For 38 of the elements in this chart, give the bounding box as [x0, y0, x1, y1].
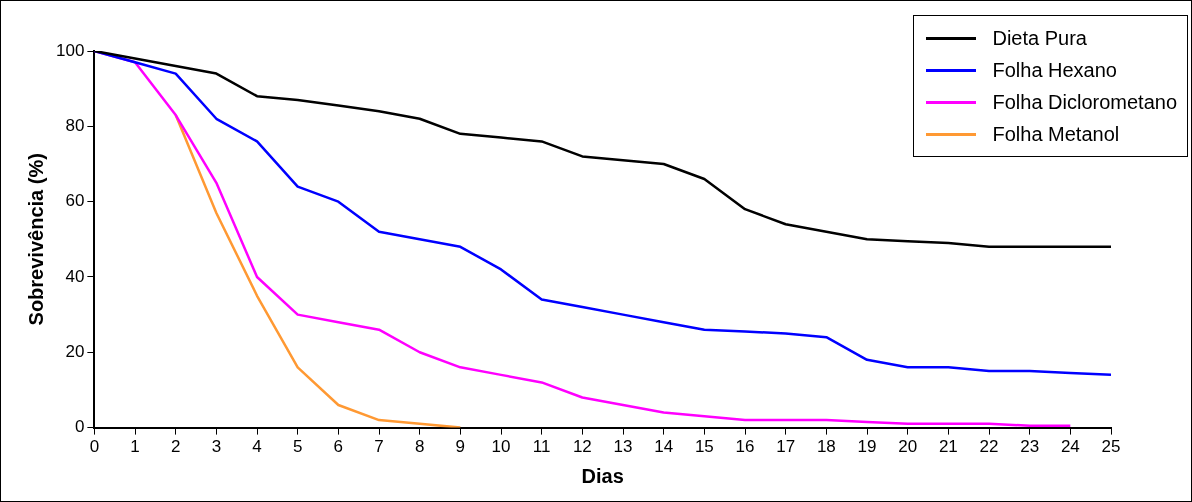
x-tick-label: 21 [938, 437, 958, 457]
x-tick-label: 15 [694, 437, 714, 457]
y-tick-label: 100 [55, 40, 85, 60]
x-tick-label: 23 [1020, 437, 1040, 457]
x-tick-label: 18 [816, 437, 836, 457]
x-tick-label: 20 [898, 437, 918, 457]
x-tick-label: 2 [170, 437, 181, 457]
x-tick-label: 9 [455, 437, 466, 457]
x-tick-label: 6 [333, 437, 344, 457]
x-axis-title: Dias [581, 464, 624, 487]
y-tick-label: 60 [65, 191, 85, 211]
legend-label: Folha Metanol [992, 122, 1120, 146]
x-tick-label: 24 [1060, 437, 1080, 457]
x-tick-label: 0 [89, 437, 100, 457]
x-tick-label: 14 [654, 437, 674, 457]
y-tick-label: 20 [65, 341, 85, 361]
legend-label: Folha Diclorometano [992, 90, 1177, 114]
x-tick-label: 1 [130, 437, 140, 457]
y-tick-label: 0 [74, 417, 85, 437]
y-tick-label: 40 [65, 266, 85, 286]
legend-label: Dieta Pura [992, 26, 1087, 50]
x-tick-label: 17 [776, 437, 796, 457]
y-axis-title: Sobrevivência (%) [24, 153, 47, 326]
x-tick-label: 13 [613, 437, 633, 457]
legend-label: Folha Hexano [992, 58, 1117, 82]
x-tick-label: 5 [292, 437, 303, 457]
x-tick-label: 12 [572, 437, 592, 457]
x-tick-label: 7 [374, 437, 384, 457]
x-tick-label: 11 [532, 437, 551, 457]
x-tick-label: 8 [414, 437, 425, 457]
y-tick-label: 80 [65, 116, 85, 136]
x-tick-label: 22 [979, 437, 999, 457]
x-tick-label: 16 [735, 437, 755, 457]
x-tick-label: 3 [211, 437, 222, 457]
x-tick-label: 4 [252, 437, 262, 457]
x-tick-label: 25 [1101, 437, 1121, 457]
x-tick-label: 10 [491, 437, 511, 457]
x-tick-label: 19 [857, 437, 877, 457]
